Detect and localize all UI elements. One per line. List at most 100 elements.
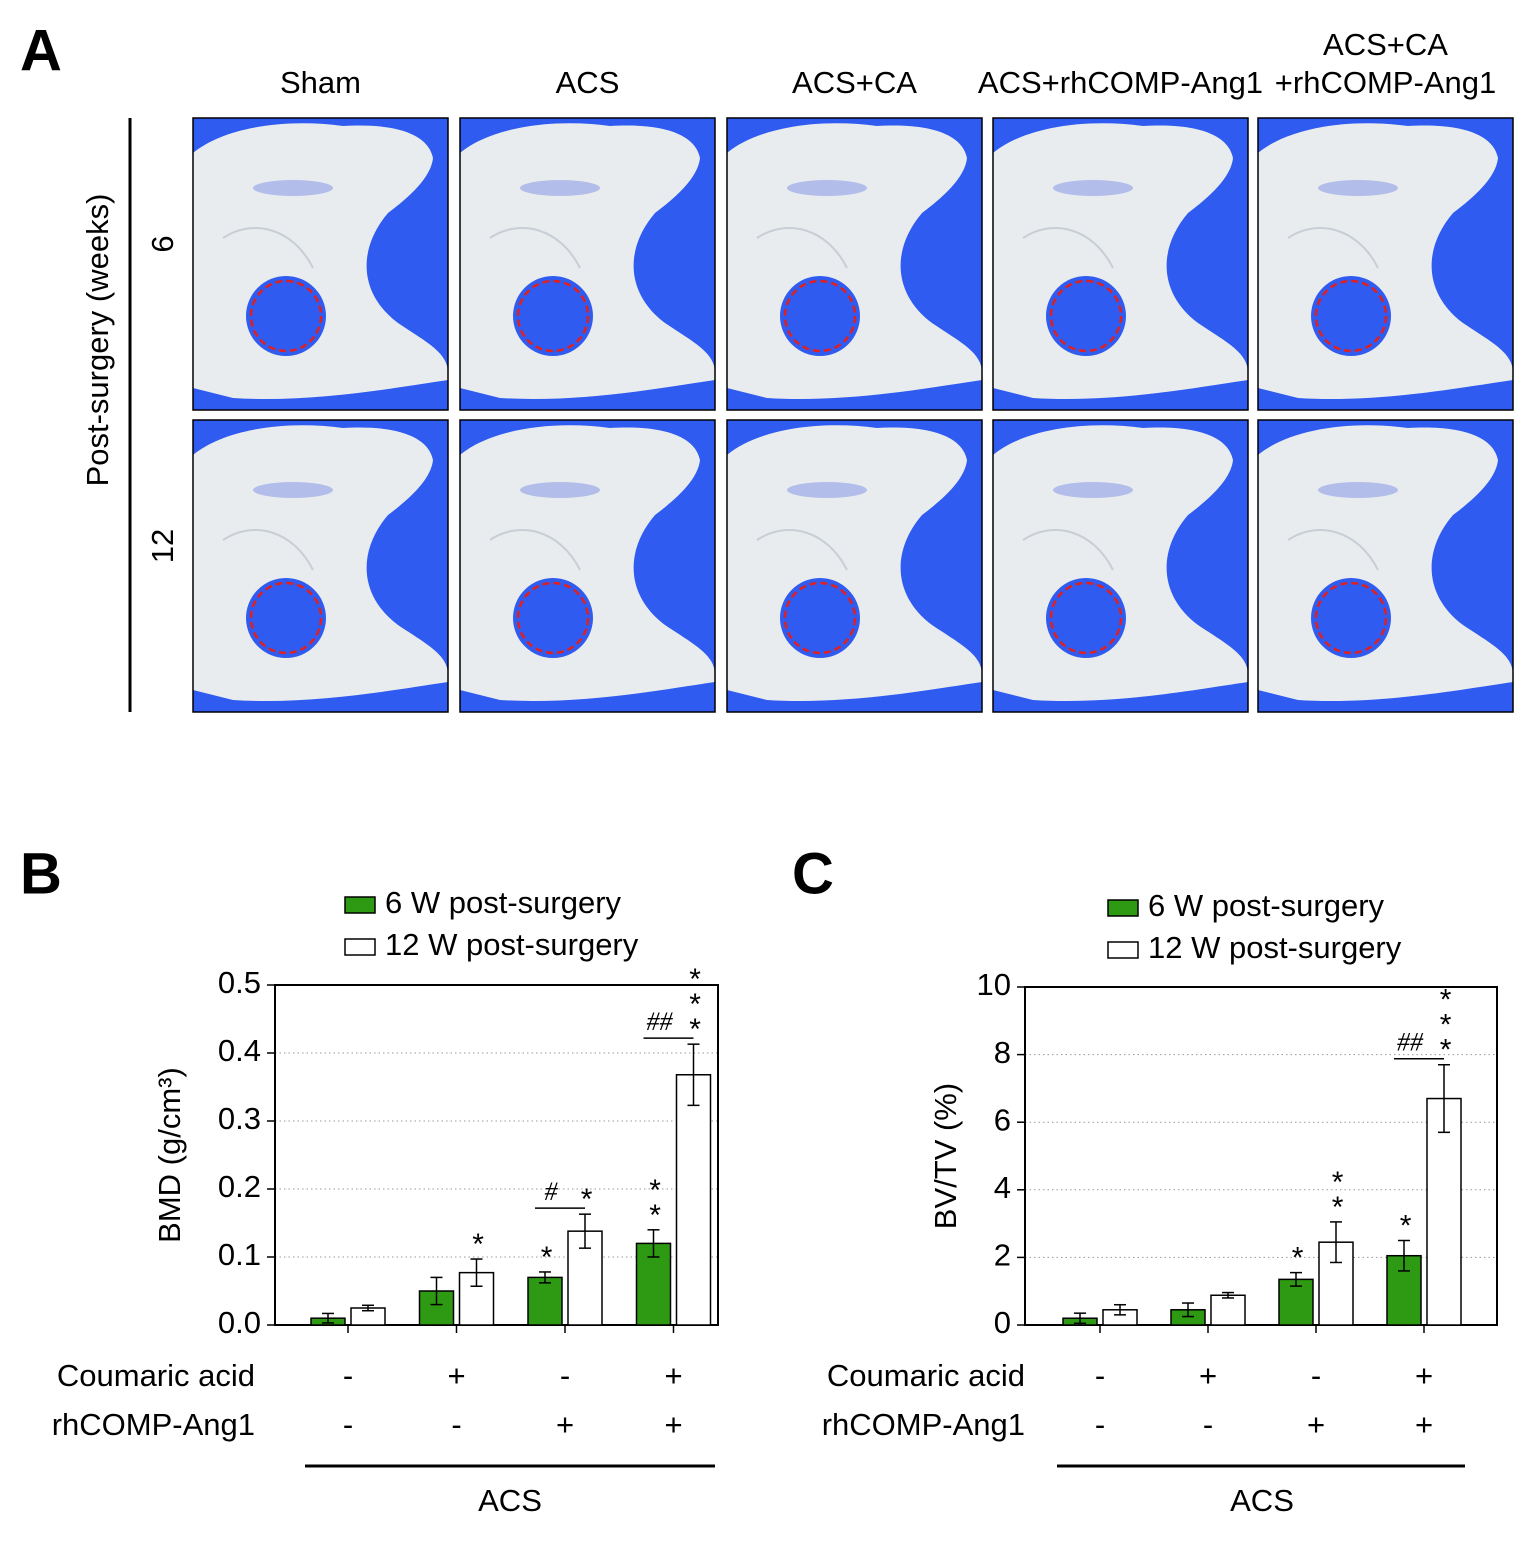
y-tick-label: 0.5 xyxy=(218,965,261,1000)
ct-image xyxy=(993,118,1248,410)
ct-image xyxy=(460,118,715,410)
error-bar xyxy=(322,1312,334,1324)
image-frame xyxy=(992,117,1249,411)
legend-swatch xyxy=(344,938,376,956)
ct-image xyxy=(193,118,448,410)
image-frame xyxy=(726,419,983,713)
y-tick-label: 0.4 xyxy=(218,1033,261,1068)
legend-label: 12 W post-surgery xyxy=(385,927,639,962)
error-bar xyxy=(1438,1063,1450,1134)
bar xyxy=(1210,1294,1246,1326)
row-axis-label: Post-surgery (weeks) xyxy=(80,194,115,487)
condition-name: rhCOMP-Ang1 xyxy=(52,1407,255,1442)
y-tick-label: 6 xyxy=(994,1102,1011,1137)
error-bar xyxy=(362,1304,374,1312)
image-frame xyxy=(192,419,449,713)
ct-image xyxy=(1258,118,1513,410)
legend-swatch xyxy=(1107,941,1139,959)
error-bar xyxy=(647,1229,660,1258)
column-header: +rhCOMP-Ang1 xyxy=(1275,65,1496,100)
legend-swatch xyxy=(344,896,376,914)
error-bar xyxy=(539,1271,551,1284)
condition-value: + xyxy=(1307,1407,1325,1442)
condition-value: - xyxy=(1311,1358,1321,1393)
significance: * xyxy=(570,1183,603,1208)
panel-label: A xyxy=(20,18,62,83)
y-tick-label: 0.3 xyxy=(218,1101,261,1136)
y-axis-label: BMD (g/cm³) xyxy=(152,1067,187,1243)
legend-label: 6 W post-surgery xyxy=(1148,888,1385,923)
condition-value: + xyxy=(447,1358,465,1393)
y-tick-label: 8 xyxy=(994,1035,1011,1070)
condition-value: - xyxy=(1095,1407,1105,1442)
ct-image xyxy=(460,420,715,712)
error-bar xyxy=(470,1258,483,1287)
image-frame xyxy=(459,419,716,713)
condition-value: - xyxy=(560,1358,570,1393)
column-header: ACS xyxy=(556,65,620,100)
y-axis-label: BV/TV (%) xyxy=(928,1083,963,1229)
condition-value: - xyxy=(343,1358,353,1393)
panel-label: B xyxy=(20,841,62,906)
condition-value: + xyxy=(664,1407,682,1442)
column-header: ACS+CA xyxy=(1323,27,1448,62)
y-tick-label: 0 xyxy=(994,1305,1011,1340)
condition-value: + xyxy=(664,1358,682,1393)
y-tick-label: 0.2 xyxy=(218,1169,261,1204)
condition-value: + xyxy=(1199,1358,1217,1393)
condition-value: + xyxy=(1415,1407,1433,1442)
condition-value: - xyxy=(343,1407,353,1442)
ct-image xyxy=(193,420,448,712)
significance: * xyxy=(1281,1242,1314,1267)
condition-value: - xyxy=(451,1407,461,1442)
condition-name: rhCOMP-Ang1 xyxy=(822,1407,1025,1442)
ct-image xyxy=(727,118,982,410)
plot-frame xyxy=(274,984,719,1326)
significance: * xyxy=(462,1228,495,1253)
significance: ** xyxy=(1321,1166,1354,1216)
legend-label: 6 W post-surgery xyxy=(385,885,622,920)
condition-value: + xyxy=(1415,1358,1433,1393)
y-tick-label: 0.0 xyxy=(218,1305,261,1340)
image-frame xyxy=(459,117,716,411)
condition-value: + xyxy=(556,1407,574,1442)
condition-name: Coumaric acid xyxy=(57,1358,255,1393)
condition-name: Coumaric acid xyxy=(827,1358,1025,1393)
hash-label: # xyxy=(545,1177,559,1206)
y-tick-label: 0.1 xyxy=(218,1237,261,1272)
error-bar xyxy=(579,1213,591,1249)
hash-label: ## xyxy=(1397,1028,1424,1057)
bar xyxy=(675,1074,712,1326)
image-frame xyxy=(1257,117,1514,411)
legend-label: 12 W post-surgery xyxy=(1148,930,1402,965)
significance: ** xyxy=(639,1174,672,1224)
y-tick-label: 4 xyxy=(994,1170,1011,1205)
ct-image xyxy=(993,420,1248,712)
y-tick-label: 10 xyxy=(977,967,1011,1002)
y-tick-label: 2 xyxy=(994,1238,1011,1273)
significance: * xyxy=(1389,1210,1422,1235)
bar xyxy=(527,1276,563,1326)
error-bar xyxy=(1114,1303,1126,1316)
significance: *** xyxy=(679,963,712,1038)
significance: *** xyxy=(1429,984,1462,1059)
image-frame xyxy=(1257,419,1514,713)
column-header: ACS+CA xyxy=(792,65,917,100)
condition-value: - xyxy=(1095,1358,1105,1393)
row-label: 6 xyxy=(145,235,180,252)
panel-label: C xyxy=(792,841,834,906)
error-bar xyxy=(687,1043,700,1107)
error-bar xyxy=(1330,1221,1342,1264)
column-header: Sham xyxy=(280,65,361,100)
column-header: ACS+rhCOMP-Ang1 xyxy=(978,65,1263,100)
error-bar xyxy=(430,1276,443,1306)
group-label: ACS xyxy=(1230,1483,1294,1518)
error-bar xyxy=(1398,1239,1410,1272)
image-frame xyxy=(726,117,983,411)
plot-frame xyxy=(1024,986,1498,1326)
ct-image xyxy=(1258,420,1513,712)
row-label: 12 xyxy=(145,529,180,563)
bar xyxy=(1278,1278,1314,1326)
error-bar xyxy=(1182,1302,1194,1318)
